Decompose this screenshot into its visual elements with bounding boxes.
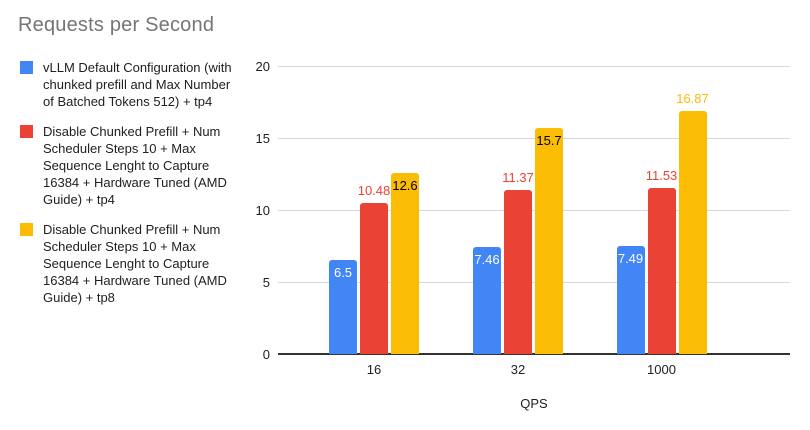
legend-swatch-icon [20,223,33,236]
bar-value-label: 12.6 [392,177,418,193]
legend-label: vLLM Default Configuration (with chunked… [43,60,232,109]
bar-value-label: 11.53 [645,167,678,183]
bar-value-label: 7.46 [474,251,500,267]
legend-item-0: vLLM Default Configuration (with chunked… [20,59,242,110]
y-tick-label: 20 [255,59,270,74]
x-axis-baseline [278,353,790,355]
y-tick-label: 0 [262,347,270,362]
bar-series2-32: 15.7 [535,127,563,354]
legend-item-1: Disable Chunked Prefill + Num Scheduler … [20,123,242,208]
bar-series1-16: 10.48 [358,183,390,354]
legend-swatch-icon [20,125,33,138]
x-category-label: 1000 [647,362,676,377]
bar-value-label: 11.37 [502,170,534,186]
chart-title: Requests per Second [18,14,215,36]
bar-series0-32: 7.46 [473,246,501,354]
y-tick-label: 10 [255,203,270,218]
y-tick-label: 5 [262,275,270,290]
bar-value-label: 7.49 [617,251,644,267]
bar-value-label: 10.48 [357,183,391,199]
gridline [278,282,790,283]
y-tick-label: 15 [255,131,270,146]
bar-series2-16: 12.6 [391,172,419,354]
x-axis-title: QPS [520,396,548,411]
legend-item-2: Disable Chunked Prefill + Num Scheduler … [20,221,242,306]
chart-legend: vLLM Default Configuration (with chunked… [20,59,242,306]
legend-swatch-icon [20,61,33,74]
bar-series1-1000: 11.53 [646,168,677,354]
bar-series1-32: 11.37 [502,170,534,354]
gridline [278,210,790,211]
gridline [278,66,790,67]
plot-area: 0 5 10 15 20 6.5 10.48 12.6 16 7.46 11.37 15.7 32 7.4… [256,59,790,411]
bar-value-label: 15.7 [536,132,562,148]
x-category-label: 32 [510,362,526,377]
bar-series0-1000: 7.49 [616,246,645,354]
bar-value-label: 16.87 [676,91,709,107]
legend-label: Disable Chunked Prefill + Num Scheduler … [43,124,227,207]
bar-series2-1000: 16.87 [676,91,709,354]
gridline [278,138,790,139]
legend-label: Disable Chunked Prefill + Num Scheduler … [43,222,227,305]
bar-value-label: 6.5 [333,265,353,281]
x-category-label: 16 [366,362,382,377]
bar-series0-16: 6.5 [329,260,357,354]
